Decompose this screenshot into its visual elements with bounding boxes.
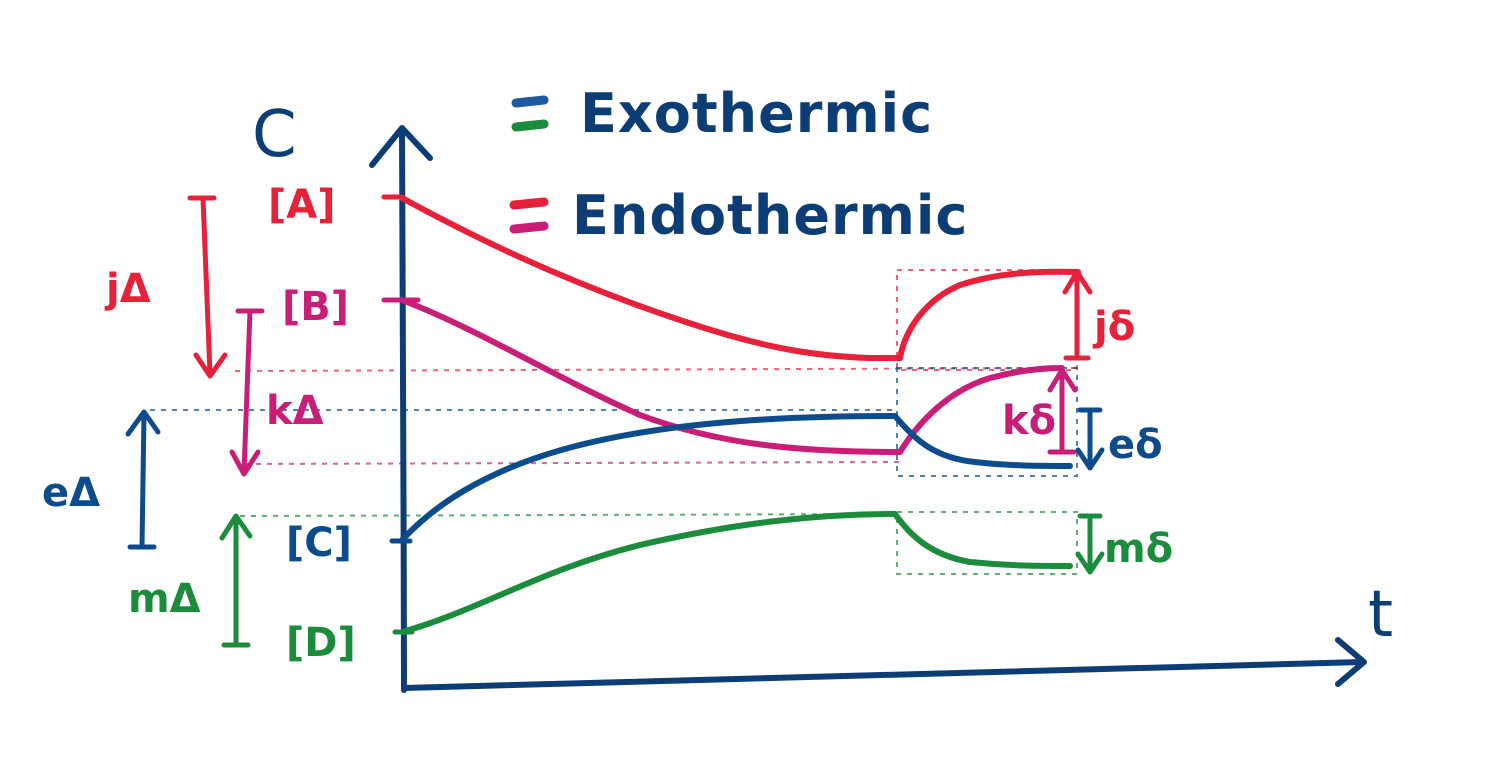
j-delta-label: jΔ bbox=[104, 266, 151, 312]
text-labels: C t Exothermic Endothermic [A] [B] [C] [… bbox=[42, 82, 1393, 666]
x-axis bbox=[401, 659, 1365, 691]
x-axis-label: t bbox=[1368, 578, 1393, 652]
k-delta-bracket-line bbox=[241, 308, 253, 475]
legend-endothermic-swatch-magenta bbox=[509, 221, 549, 234]
m-delta-label: mΔ bbox=[128, 576, 201, 622]
e-delta-bracket-line bbox=[139, 411, 147, 550]
k-delta-label: kΔ bbox=[266, 388, 324, 434]
curve-d bbox=[399, 511, 1073, 635]
k-small-delta-arrowhead bbox=[1047, 367, 1078, 393]
x-axis-arrowhead bbox=[1335, 637, 1367, 687]
perturbation-box-green bbox=[896, 511, 1078, 575]
m-delta-arrowhead bbox=[219, 513, 253, 541]
legend-endothermic-swatch-red bbox=[509, 197, 549, 210]
legend-endothermic-label: Endothermic bbox=[572, 184, 968, 247]
m-small-delta-arrowhead bbox=[1075, 551, 1105, 575]
guide-line-d-equilibrium bbox=[239, 513, 896, 517]
species-d-label: [D] bbox=[286, 620, 356, 666]
j-delta-bracket-line bbox=[200, 195, 213, 377]
e-small-delta-label: eδ bbox=[1108, 422, 1163, 468]
species-b-label: [B] bbox=[282, 284, 349, 330]
k-small-delta-label: kδ bbox=[1002, 398, 1056, 444]
curve-a bbox=[399, 195, 1081, 361]
e-delta-arrowhead bbox=[125, 409, 161, 437]
e-delta-label: eΔ bbox=[42, 470, 100, 516]
curve-c bbox=[399, 413, 1073, 543]
j-delta-arrowhead bbox=[193, 352, 228, 379]
legend-exothermic-label: Exothermic bbox=[580, 82, 933, 145]
y-axis-arrowhead bbox=[369, 125, 433, 168]
concentration-curves bbox=[399, 195, 1081, 635]
e-small-delta-arrowhead bbox=[1075, 447, 1105, 471]
legend-swatches bbox=[509, 95, 549, 234]
left-delta-brackets bbox=[125, 195, 265, 648]
y-axis-label: C bbox=[252, 98, 297, 172]
guide-line-b-equilibrium bbox=[244, 461, 901, 465]
k-delta-arrowhead bbox=[229, 449, 261, 477]
legend-exothermic-swatch-blue bbox=[511, 95, 549, 108]
guide-line-a-equilibrium bbox=[234, 367, 1081, 372]
right-delta-brackets bbox=[1047, 269, 1105, 575]
j-small-delta-label: jδ bbox=[1092, 304, 1135, 350]
axis-ticks bbox=[381, 194, 421, 635]
y-axis bbox=[399, 127, 407, 693]
species-a-label: [A] bbox=[268, 182, 336, 228]
perturbation-box-red bbox=[896, 269, 1078, 371]
species-c-label: [C] bbox=[286, 520, 352, 566]
legend-exothermic-swatch-green bbox=[511, 119, 549, 132]
m-small-delta-label: mδ bbox=[1104, 526, 1173, 572]
j-small-delta-arrowhead bbox=[1062, 269, 1093, 295]
axes bbox=[369, 125, 1367, 693]
curve-b bbox=[399, 297, 1065, 455]
